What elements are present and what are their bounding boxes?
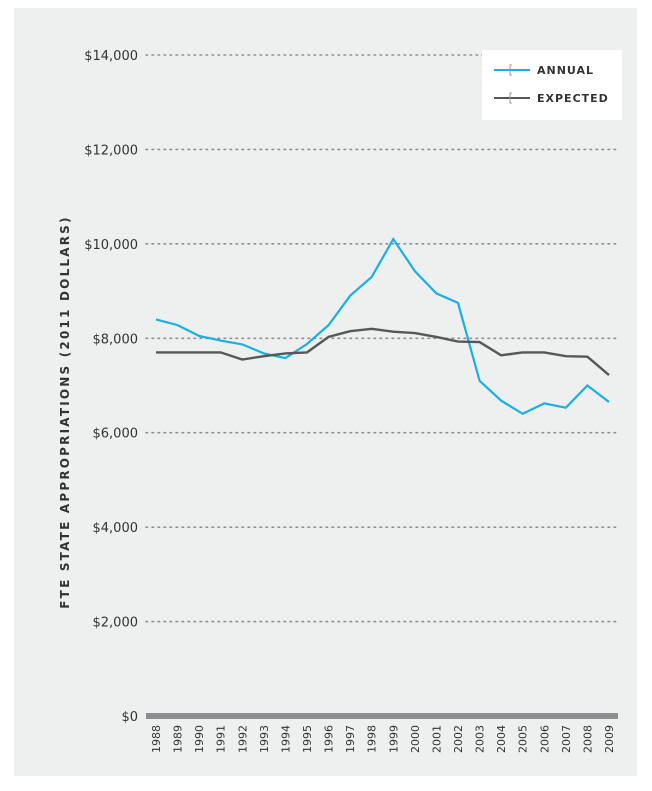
- x-tick-label: 2007: [560, 725, 573, 753]
- x-axis-baseline: [146, 713, 618, 719]
- x-tick-label: 1998: [366, 725, 379, 753]
- x-tick-label: 1988: [150, 725, 163, 753]
- y-tick-label: $12,000: [84, 143, 138, 158]
- series-line-annual: [155, 237, 610, 416]
- x-tick-label: 1990: [193, 725, 206, 753]
- x-tick-label: 1996: [323, 725, 336, 753]
- y-tick-labels: $0 $2,000 $4,000 $6,000 $8,000 $10,000 $12,000…: [84, 49, 138, 725]
- x-tick-label: 2008: [581, 725, 594, 753]
- x-tick-label: 1989: [172, 725, 185, 753]
- x-tick-label: 2005: [517, 725, 530, 753]
- y-tick-label: $14,000: [84, 49, 138, 64]
- y-axis-label: FTE STATE APPROPRIATIONS (2011 DOLLARS): [58, 215, 72, 608]
- series-lines: [155, 237, 610, 416]
- y-tick-label: $6,000: [93, 427, 139, 442]
- x-tick-label: 2001: [430, 725, 443, 753]
- y-tick-label: $4,000: [93, 521, 139, 536]
- x-tick-labels: 1988 1989 1990 1991 1992 1993 1994 1995 1996 1997…: [150, 725, 616, 753]
- legend-item-expected: EXPECTED: [494, 92, 609, 105]
- x-tick-label: 2004: [495, 725, 508, 753]
- legend-bracket-annual: [509, 64, 512, 76]
- series-line-expected: [156, 327, 610, 377]
- x-tick-label: 2000: [409, 725, 422, 753]
- legend-box: [482, 50, 622, 120]
- x-tick-label: 1997: [344, 725, 357, 753]
- legend-label-annual: ANNUAL: [537, 64, 594, 77]
- x-tick-label: 2003: [474, 725, 487, 753]
- x-tick-label: 2009: [603, 725, 616, 753]
- x-tick-label: 1994: [279, 725, 292, 753]
- x-tick-label: 1999: [387, 725, 400, 753]
- legend-label-expected: EXPECTED: [537, 92, 609, 105]
- y-tick-label: $8,000: [93, 332, 139, 347]
- legend-item-annual: ANNUAL: [494, 64, 594, 77]
- chart-panel: [14, 8, 637, 776]
- x-tick-label: 2002: [452, 725, 465, 753]
- x-tick-label: 2006: [538, 725, 551, 753]
- gridlines: [145, 54, 619, 623]
- x-tick-label: 1992: [236, 725, 249, 753]
- x-tick-label: 1995: [301, 725, 314, 753]
- y-tick-label: $10,000: [84, 238, 138, 253]
- x-tick-label: 1991: [215, 725, 228, 753]
- x-axis: [146, 713, 618, 719]
- y-tick-label: $2,000: [93, 616, 139, 631]
- y-tick-label: $0: [121, 710, 138, 725]
- legend: ANNUAL EXPECTED: [482, 50, 622, 120]
- legend-bracket-expected: [509, 92, 512, 104]
- x-tick-label: 1993: [258, 725, 271, 753]
